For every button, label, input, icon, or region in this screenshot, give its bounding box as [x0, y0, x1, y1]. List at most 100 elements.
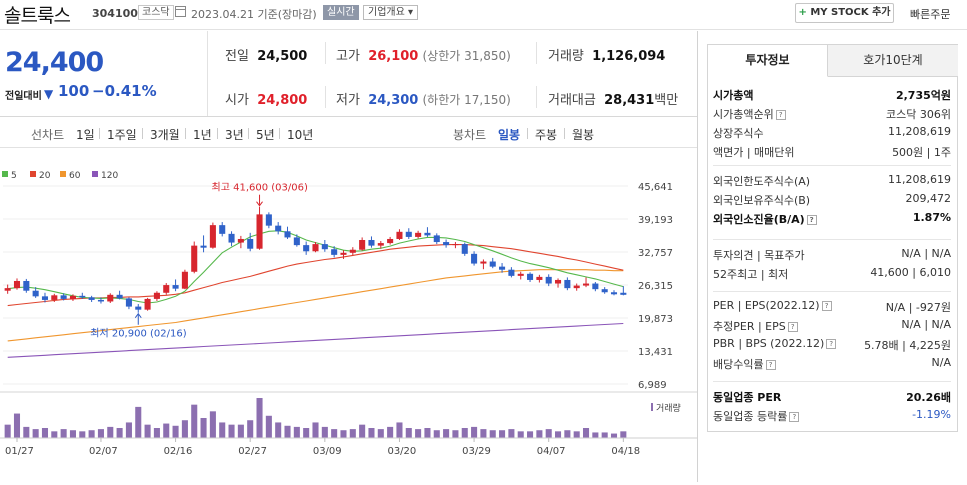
info-icon[interactable]: ? — [826, 339, 837, 349]
candle — [237, 238, 244, 243]
candle — [396, 231, 403, 239]
current-price: 24,400 — [5, 47, 104, 78]
info-row-label: 외국인소진율(B/A)? — [713, 211, 817, 227]
volume-bar — [293, 426, 300, 438]
period-1y[interactable]: 1년 — [193, 128, 212, 142]
period-5y[interactable]: 5년 — [256, 128, 275, 142]
info-row: 외국인보유주식수(B) 209,472 — [713, 190, 951, 208]
volume-bar — [275, 422, 282, 438]
candle — [209, 225, 216, 248]
x-tick-label: 02/16 — [164, 446, 193, 457]
divider — [536, 42, 537, 64]
price-chart[interactable]: 5 20 60 120 45,641 39,193 32,757 26,315 19,873 13… — [0, 164, 697, 482]
volume-bar — [471, 426, 478, 438]
info-icon[interactable]: ? — [787, 322, 798, 332]
low-price: 저가 24,300 (하한가 17,150) — [336, 89, 511, 108]
candle — [172, 285, 179, 289]
candle-daily[interactable]: 일봉 — [498, 128, 521, 142]
tab-invest-info[interactable]: 투자정보 — [708, 45, 828, 77]
candle — [555, 279, 562, 284]
x-tick-label: 03/09 — [313, 446, 342, 457]
period-10y[interactable]: 10년 — [287, 128, 314, 142]
candle — [69, 295, 76, 299]
corp-info-dropdown[interactable]: 기업개요 ▾ — [363, 5, 418, 20]
candle — [349, 249, 356, 253]
volume-bar — [13, 413, 21, 438]
candle — [610, 292, 618, 295]
candle — [51, 295, 58, 300]
info-row: 투자의견 | 목표주가 N/A | N/A — [713, 245, 951, 263]
info-row-value: 11,208,619 — [888, 125, 951, 138]
volume-bar — [79, 431, 86, 438]
volume-bar — [107, 426, 114, 438]
candle — [125, 298, 132, 307]
candle — [293, 237, 300, 246]
trade-amount: 거래대금 28,431백만 — [548, 89, 678, 108]
volume-bar — [527, 431, 534, 438]
legend-label: 60 — [69, 171, 81, 181]
volume-bar — [284, 425, 291, 438]
candle — [284, 231, 291, 238]
info-icon[interactable]: ? — [806, 215, 817, 225]
candle — [41, 296, 49, 300]
candle — [312, 244, 319, 252]
period-3y[interactable]: 3년 — [225, 128, 244, 142]
period-3m[interactable]: 3개월 — [150, 128, 180, 142]
volume-bar — [51, 431, 58, 438]
volume-bar — [592, 432, 599, 438]
info-row-value: 20.26배 — [906, 391, 951, 404]
candle — [60, 295, 67, 299]
info-row-label: 시가총액순위? — [713, 106, 786, 122]
candle-weekly[interactable]: 주봉 — [535, 128, 558, 142]
prev-close-label: 전일 — [225, 49, 249, 64]
volume-bar — [610, 433, 618, 438]
info-icon[interactable]: ? — [789, 412, 800, 422]
divider — [142, 128, 143, 139]
candle — [247, 238, 254, 249]
y-tick-label: 13,431 — [638, 347, 673, 358]
legend-label: 20 — [39, 171, 51, 181]
period-1w[interactable]: 1주일 — [107, 128, 137, 142]
plus-icon: + — [798, 7, 807, 18]
info-row: 액면가 | 매매단위 500원 | 1주 — [713, 142, 951, 160]
stock-name: 솔트룩스 — [4, 5, 71, 27]
open-price: 시가 24,800 — [225, 89, 307, 108]
candle — [517, 273, 524, 276]
quick-order-link[interactable]: 빠른주문 — [910, 8, 951, 21]
info-row-label: PER | EPS(2022.12)? — [713, 299, 832, 312]
info-icon[interactable]: ? — [821, 301, 832, 311]
invest-info-panel: 투자정보 호가10단계 시가총액 2,735억원 시가총액순위? 코스닥 306위 상장… — [707, 44, 958, 432]
volume-bar — [396, 422, 403, 438]
info-row-value: N/A | -927원 — [885, 301, 951, 314]
high-annotation: 최고 41,600 (03/06) — [212, 182, 308, 194]
volume-bar — [228, 424, 235, 438]
lower-limit: (하한가 17,150) — [422, 93, 511, 107]
volume-bar — [172, 425, 179, 438]
divider — [0, 116, 697, 117]
volume-bar — [303, 428, 310, 438]
divider — [99, 128, 100, 139]
as-of-date: 2023.04.21 기준(장마감) — [191, 8, 317, 21]
volume-bar — [219, 422, 226, 438]
candle — [489, 261, 496, 267]
info-icon[interactable]: ? — [765, 360, 776, 370]
volume-bar — [60, 429, 67, 438]
candle-monthly[interactable]: 월봉 — [572, 128, 595, 142]
candle — [424, 232, 431, 236]
info-row: 외국인소진율(B/A)? 1.87% — [713, 209, 951, 227]
upper-limit: (상한가 31,850) — [422, 49, 511, 63]
info-icon[interactable]: ? — [775, 110, 786, 120]
info-row: 52주최고 | 최저 41,600 | 6,010 — [713, 264, 951, 282]
volume-legend-label: 거래량 — [656, 402, 681, 414]
volume-bar — [163, 423, 170, 438]
amount-value: 28,431 — [604, 93, 655, 108]
add-mystock-button[interactable]: + MY STOCK 추가 — [795, 3, 894, 23]
top-bar: 솔트룩스 304100 코스닥 2023.04.21 기준(장마감) 실시간 기… — [0, 0, 967, 30]
candle — [480, 261, 487, 264]
candle — [508, 269, 515, 276]
tab-hoga[interactable]: 호가10단계 — [828, 45, 958, 77]
info-row-value: 1.87% — [912, 211, 951, 224]
period-1d[interactable]: 1일 — [76, 128, 95, 142]
low-label: 저가 — [336, 93, 360, 108]
realtime-button[interactable]: 실시간 — [323, 5, 359, 20]
